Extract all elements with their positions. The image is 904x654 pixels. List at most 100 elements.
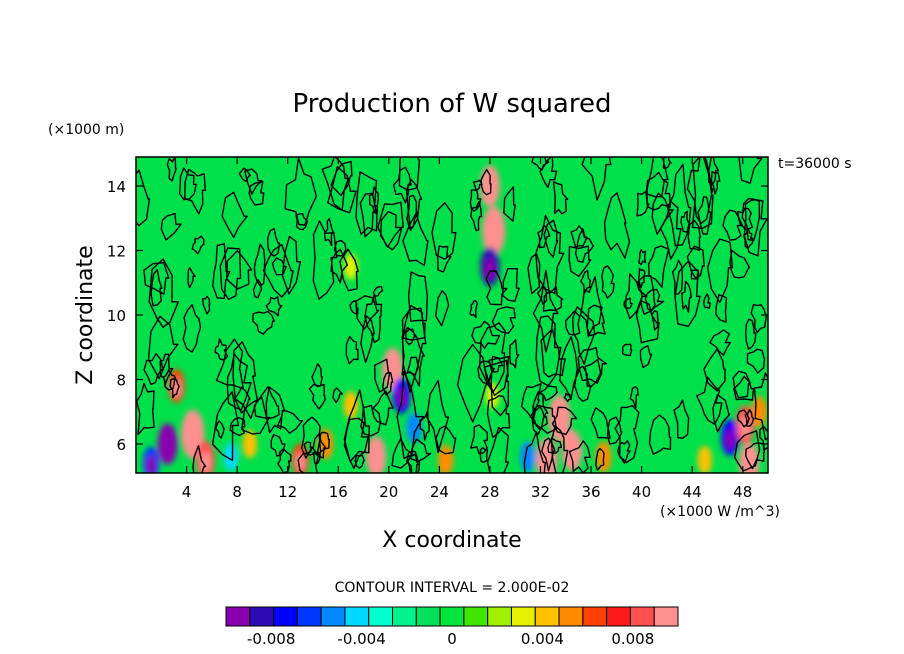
contour-line [372,285,384,297]
contour-line [586,304,606,337]
x-tick-label: 32 [531,483,550,501]
contour-line [238,167,252,182]
contour-line [215,338,244,390]
contour-line [221,191,248,239]
contour-interval-label: CONTOUR INTERVAL = 2.000E-02 [335,580,570,596]
contour-line [271,257,287,276]
contour-line [486,395,511,438]
field-features [142,165,767,473]
contour-line [584,358,602,389]
contour-line [750,303,767,333]
contour-line [729,249,751,279]
contour-line [232,341,258,419]
contour-line [219,247,242,300]
contour-line [364,293,383,343]
contour-line [733,375,755,401]
colorbar-tick-label: 0 [447,630,457,648]
contour-line [703,293,711,309]
contour-line [382,372,394,396]
x-tick-label: 24 [430,483,449,501]
contour-line [265,296,283,317]
contour-line [681,280,692,313]
field-feature-core-12 [386,359,399,384]
contour-line [143,262,170,295]
field-feature-core-3 [200,451,211,473]
contour-line [509,339,520,369]
contour-line [744,409,755,427]
contour-line [166,157,177,182]
contour-line [401,326,425,387]
contour-line [674,260,701,327]
colorbar-swatch [296,606,322,627]
x-tick-label: 20 [379,483,398,501]
field-feature-29 [751,396,767,428]
contour-line [377,201,404,251]
y-axis-label: Z coordinate [73,245,98,384]
contour-line [360,404,382,437]
colorbar-swatch [392,606,417,627]
field-feature-core-7 [295,452,305,472]
contour-line [312,433,327,459]
contour-line [625,273,648,320]
contour-line [267,227,281,257]
contour-line [736,409,750,428]
contour-line [402,304,426,341]
contour-line [503,186,516,222]
contour-line [547,437,562,454]
contour-line [710,171,721,195]
colorbar-swatch [510,606,536,627]
field-feature-core-1 [162,434,174,458]
contour-line [469,300,478,319]
colorbar-ticks: -0.008 -0.004 0 0.004 0.008 [247,630,654,648]
contour-line [691,157,714,229]
field-feature-core-22 [566,441,578,464]
x-tick-label: 12 [278,483,297,501]
contour-line [644,288,665,312]
contour-line [330,160,353,196]
x-axis-ticks: 4 8 12 16 20 24 28 32 36 40 44 48 [182,157,752,501]
field-feature-core-4 [146,456,156,473]
contour-line [568,245,592,277]
contour-line [574,228,595,263]
contour-line [435,290,450,327]
contour-line [659,200,682,260]
y-tick-label: 12 [107,243,126,261]
contour-line [531,391,549,435]
contour-line [308,383,326,410]
contour-line [136,169,151,227]
field-feature-15 [437,444,454,473]
contour-line [672,259,684,296]
contour-line [638,267,646,289]
chart-title: Production of W squared [293,89,612,119]
contour-line [431,202,457,260]
contour-line [580,270,592,294]
contour-line [666,163,692,247]
contour-line [295,213,308,231]
contour-line [339,248,359,292]
contour-line [226,250,253,290]
field-feature-6 [242,429,257,459]
contour-line [303,441,312,455]
contour-line [477,360,495,385]
contour-line [345,335,359,365]
x-tick-label: 8 [232,483,242,501]
plot-area [136,157,768,473]
colorbar-swatch [582,606,608,627]
contour-line [321,157,350,211]
contour-line [187,266,196,289]
contour-line [405,328,416,346]
field-feature-core-0 [186,422,200,450]
contour-line [645,157,669,198]
colorbar-tick-label: 0.008 [611,630,654,648]
field-feature-core-18 [484,257,496,280]
contour-line [360,315,376,364]
contour-line [262,244,294,298]
contour-line [323,217,335,247]
contour-line [402,212,429,266]
contour-line [147,315,179,380]
contour-line [623,297,633,309]
contour-line [636,190,650,217]
contour-line [614,405,640,464]
contour-line [480,168,492,196]
colorbar-swatch [487,606,512,627]
